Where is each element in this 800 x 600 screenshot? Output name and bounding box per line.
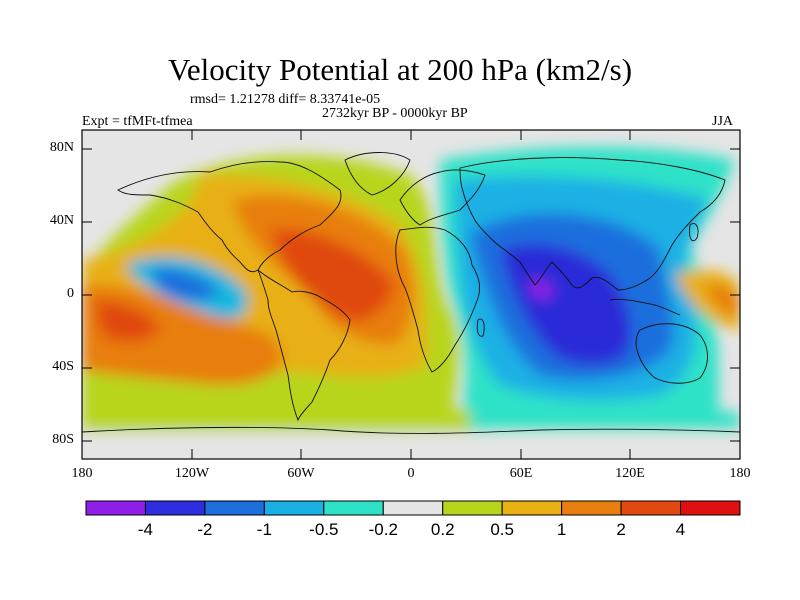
coast-south-america (257, 269, 351, 422)
colorbar-box-6 (442, 500, 503, 516)
lat-tick-80n: 80N (49, 140, 74, 155)
lat-tick-80s: 80S (52, 432, 74, 447)
coast-north-america (117, 161, 342, 273)
contour-southern-band (82, 394, 470, 440)
lat-tick-marks (82, 148, 740, 442)
lon-tick-60e: 60E (509, 466, 533, 481)
lat-tick-40n: 40N (49, 213, 74, 228)
coast-madagascar (476, 318, 485, 337)
colorbar-label: -0.2 (368, 520, 398, 539)
contour-west-pacific-pos-core (705, 284, 740, 320)
colorbar-box-7 (501, 500, 563, 516)
contour-antarctic (82, 432, 740, 459)
contour-southern-band-east (470, 407, 740, 440)
chart-title: Velocity Potential at 200 hPa (km2/s) (167, 52, 633, 87)
lon-tick-180e: 180 (729, 466, 751, 481)
colorbar-box-5 (382, 500, 444, 516)
colorbar-label: 4 (675, 520, 686, 539)
coast-japan (689, 223, 699, 242)
lon-tick-60w: 60W (287, 466, 315, 481)
contour-positive-3 (270, 229, 395, 321)
contour-field (82, 130, 740, 459)
colorbar-box-10 (680, 500, 741, 516)
period-text: 2732kyr BP - 0000kyr BP (322, 106, 468, 121)
colorbar-label: -2 (197, 520, 213, 539)
colorbar-box-2 (204, 500, 265, 516)
colorbar-box-9 (620, 500, 682, 516)
lat-tick-0: 0 (67, 286, 74, 301)
colorbar-box-4 (323, 500, 384, 516)
lon-tick-120e: 120E (615, 466, 645, 481)
coast-europe (399, 169, 486, 226)
experiment-label: Expt = tfMFt-tfmea (82, 114, 193, 129)
colorbar (85, 500, 741, 516)
colorbar-box-0 (85, 500, 146, 516)
colorbar-label: -4 (137, 520, 154, 539)
contour-negative-3 (500, 244, 632, 365)
lon-tick-0: 0 (407, 466, 415, 481)
contour-negative-core (530, 280, 553, 299)
contour-pacific-2 (95, 300, 160, 342)
colorbar-label: -1 (256, 520, 272, 539)
lon-tick-180w: 180 (71, 466, 93, 481)
coast-indonesia (609, 299, 681, 316)
colorbar-box-3 (263, 500, 325, 516)
colorbar-box-1 (144, 500, 206, 516)
lon-tick-marks (81, 130, 741, 459)
colorbar-label: 1 (556, 520, 567, 539)
contour-east-pacific-neg-core (150, 268, 220, 301)
contour-west-pacific-pos (675, 269, 740, 330)
colorbar-label: -0.5 (309, 520, 339, 539)
coast-antarctica (82, 426, 740, 434)
colorbar-label: 0.5 (490, 520, 514, 539)
colorbar-box-8 (561, 500, 622, 516)
colorbar-label: 2 (616, 520, 626, 539)
coast-greenland (344, 152, 411, 196)
lat-tick-40s: 40S (52, 359, 74, 374)
lon-tick-120w: 120W (174, 466, 210, 481)
coastlines (82, 152, 740, 434)
coast-africa (395, 226, 481, 373)
season-label: JJA (712, 114, 734, 129)
stats-text: rmsd= 1.21278 diff= 8.33741e-05 (190, 92, 381, 107)
colorbar-label: 0.2 (430, 520, 455, 539)
coast-australia (635, 323, 708, 384)
coast-asia (459, 157, 726, 291)
